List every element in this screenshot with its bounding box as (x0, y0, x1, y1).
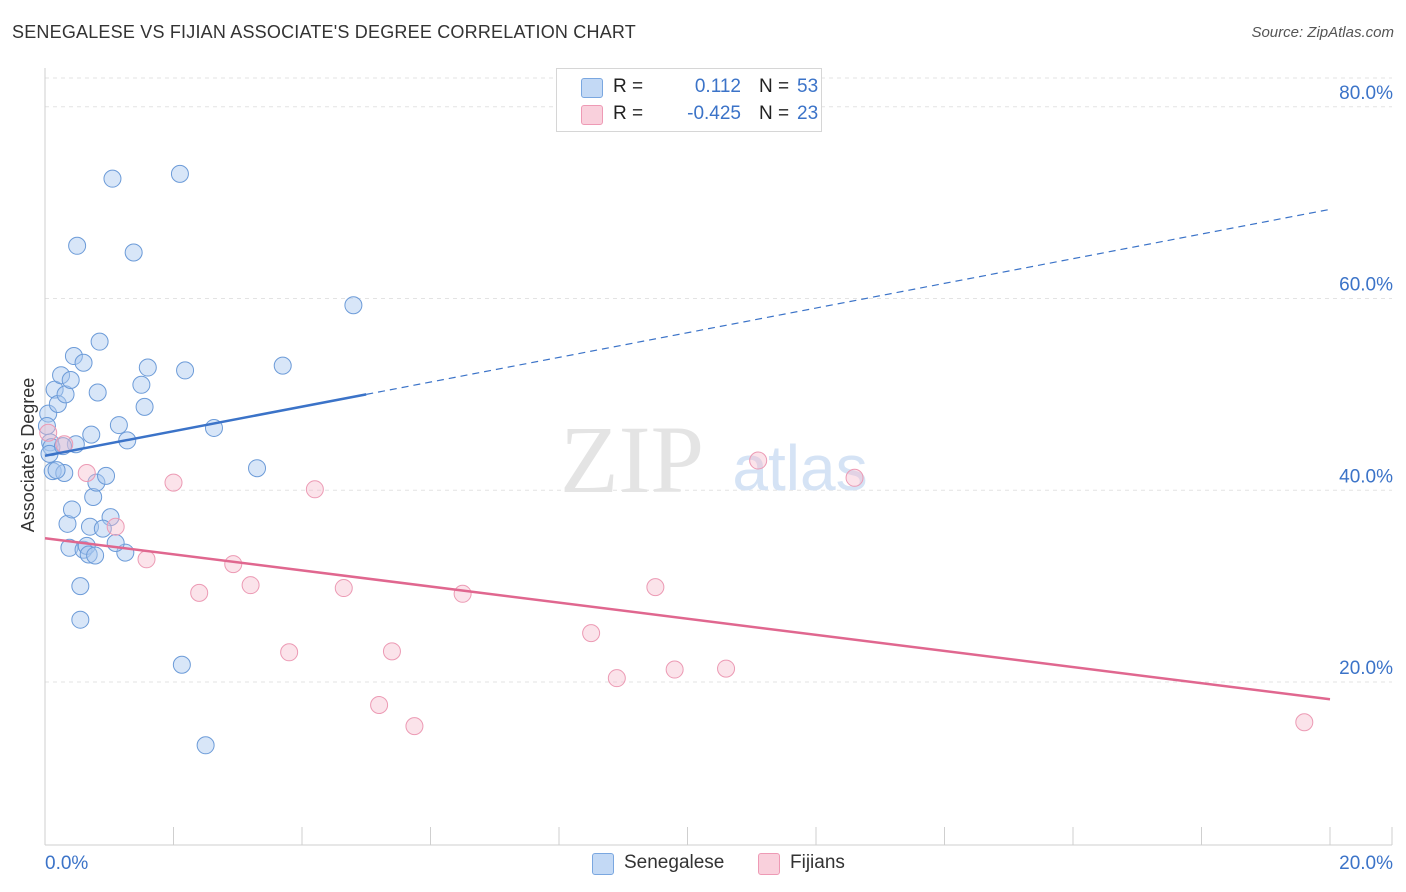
chart-title: SENEGALESE VS FIJIAN ASSOCIATE'S DEGREE … (12, 22, 636, 42)
fijians-point (405, 717, 424, 736)
fijians-trend-line (44, 536, 1331, 701)
watermark-atlas: atlas (732, 432, 867, 504)
fijians-point (370, 696, 389, 715)
legend-r-label: R = (613, 103, 644, 124)
y-axis-title: Associate's Degree (18, 378, 38, 533)
fijians-point (646, 578, 665, 597)
senegalese-point (97, 466, 116, 485)
senegalese-point (52, 366, 71, 385)
fijians-point (453, 584, 472, 603)
bottom-legend-swatch-fijians (758, 853, 780, 875)
senegalese-point (71, 610, 90, 629)
y-tick-label: 80.0% (1339, 83, 1393, 104)
senegalese-point (172, 655, 191, 674)
senegalese-point (170, 164, 189, 183)
senegalese-point (90, 332, 109, 351)
senegalese-point (273, 356, 292, 375)
senegalese-point (79, 545, 98, 564)
fijians-point (749, 451, 768, 470)
legend-n-value: 23 (797, 103, 819, 124)
senegalese-point (37, 417, 56, 436)
fijians-point (382, 642, 401, 661)
fijians-point (190, 583, 209, 602)
correlation-legend: R = 0.112 N = 53 R = -0.425 N = 23 (556, 68, 822, 132)
legend-n-label: N = (759, 76, 790, 97)
fijians-point (137, 550, 156, 569)
senegalese-point (47, 461, 66, 480)
legend-r-label: R = (613, 76, 644, 97)
senegalese-point (196, 736, 215, 755)
trend-lines (44, 208, 1331, 701)
legend-n-label: N = (759, 103, 790, 124)
bottom-legend-label: Senegalese (624, 852, 725, 873)
fijians-point (582, 624, 601, 643)
senegalese-point (68, 236, 87, 255)
senegalese-point (86, 546, 105, 565)
tick-labels: 20.0% 40.0% 60.0% 80.0% 0.0% 20.0% (45, 83, 1393, 874)
senegalese-points (37, 164, 363, 755)
senegalese-point (71, 577, 90, 596)
fijians-point (1295, 713, 1314, 732)
legend-swatch-senegalese (581, 78, 603, 98)
x-tick-label: 20.0% (1339, 853, 1393, 874)
senegalese-point (103, 169, 122, 188)
senegalese-point (62, 500, 81, 519)
senegalese-point (344, 296, 363, 315)
senegalese-point (58, 514, 77, 533)
fijians-point (305, 480, 324, 499)
senegalese-point (132, 375, 151, 394)
senegalese-point (48, 394, 67, 413)
senegalese-trend-line (44, 393, 367, 457)
fijians-point (607, 669, 626, 688)
senegalese-point (56, 385, 75, 404)
senegalese-point (74, 353, 93, 372)
senegalese-point (176, 361, 195, 380)
source-label: Source: ZipAtlas.com (1251, 24, 1394, 41)
senegalese-point (248, 459, 267, 478)
axes (44, 68, 1393, 846)
y-tick-label: 40.0% (1339, 466, 1393, 487)
senegalese-point (88, 383, 107, 402)
fijians-point (241, 576, 260, 595)
senegalese-trend-extension (366, 208, 1331, 395)
y-tick-label: 60.0% (1339, 275, 1393, 296)
legend-swatch-fijians (581, 105, 603, 125)
senegalese-point (82, 425, 101, 444)
bottom-legend-swatch-senegalese (592, 853, 614, 875)
fijians-point (334, 579, 353, 598)
fijians-point (224, 555, 243, 574)
watermark-zip: ZIP (560, 406, 704, 513)
senegalese-point (64, 347, 83, 366)
fijians-point (164, 473, 183, 492)
legend-r-value: -0.425 (687, 103, 741, 124)
senegalese-point (84, 487, 103, 506)
y-tick-label: 20.0% (1339, 658, 1393, 679)
fijians-point (845, 468, 864, 487)
senegalese-point (109, 416, 128, 435)
fijians-point (106, 517, 125, 536)
bottom-legend-label: Fijians (790, 852, 845, 873)
x-tick-label: 0.0% (45, 853, 88, 874)
senegalese-point (87, 473, 106, 492)
fijians-point (280, 643, 299, 662)
legend-r-value: 0.112 (694, 76, 741, 97)
fijians-point (39, 423, 58, 442)
senegalese-point (135, 397, 154, 416)
senegalese-point (61, 371, 80, 390)
fijians-point (77, 464, 96, 483)
fijians-point (717, 659, 736, 678)
senegalese-point (124, 243, 143, 262)
legend-n-value: 53 (797, 76, 819, 97)
fijians-points (39, 423, 1314, 736)
fijians-point (665, 660, 684, 679)
senegalese-point (138, 358, 157, 377)
senegalese-point (60, 538, 79, 557)
